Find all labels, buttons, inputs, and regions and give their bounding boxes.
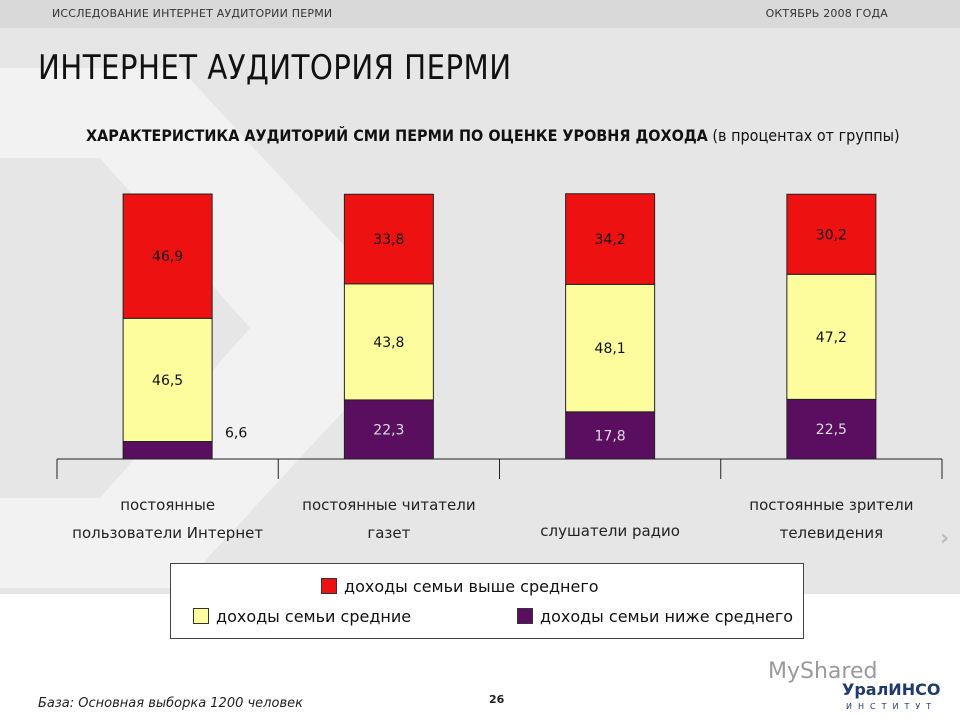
- category-label: слушатели радио: [540, 522, 680, 540]
- subtitle-bold: ХАРАКТЕРИСТИКА АУДИТОРИЙ СМИ ПЕРМИ ПО ОЦ…: [86, 126, 708, 145]
- bar-high: [786, 193, 877, 275]
- legend-item-high: доходы семьи выше среднего: [321, 577, 599, 596]
- bar-mid: [565, 283, 656, 413]
- brand-logo: УралИНСО: [842, 680, 941, 699]
- chart-subtitle: ХАРАКТЕРИСТИКА АУДИТОРИЙ СМИ ПЕРМИ ПО ОЦ…: [86, 126, 900, 145]
- data-label-low: 22,3: [373, 422, 404, 438]
- data-label-high: 34,2: [595, 232, 626, 248]
- legend-item-mid: доходы семьи средние: [193, 607, 411, 626]
- data-label-low: 17,8: [595, 428, 626, 444]
- brand-logo-subtitle: ИНСТИТУТ: [846, 702, 938, 711]
- data-label-mid: 46,5: [152, 373, 183, 389]
- category-label: постоянные: [120, 496, 215, 514]
- bar-high: [565, 193, 656, 285]
- category-label: постоянные зрители: [749, 496, 913, 514]
- next-arrow-icon: ›: [940, 526, 950, 551]
- category-label: постоянные читатели: [302, 496, 475, 514]
- subtitle-rest: (в процентах от группы): [707, 126, 900, 145]
- category-label: газет: [367, 524, 410, 542]
- footer-sample-base: База: Основная выборка 1200 человек: [38, 696, 303, 711]
- legend-swatch-high: [321, 578, 337, 594]
- legend-label-mid: доходы семьи средние: [216, 607, 412, 626]
- legend-swatch-mid: [193, 608, 209, 624]
- bar-mid: [343, 283, 434, 401]
- page-number: 26: [489, 693, 505, 706]
- legend-label-high: доходы семьи выше среднего: [344, 577, 599, 596]
- data-label-mid: 47,2: [816, 330, 847, 346]
- page-title: ИНТЕРНЕТ АУДИТОРИЯ ПЕРМИ: [38, 48, 512, 88]
- bar-high: [122, 193, 213, 319]
- decorative-chevron: [0, 68, 420, 588]
- data-label-low: 22,5: [816, 422, 847, 438]
- stacked-bar-chart: 6,6 46,5 46,9 постоянные пользователи Интерн…: [56, 193, 943, 542]
- legend-item-low: доходы семьи ниже среднего: [517, 607, 793, 626]
- category-label: пользователи Интернет: [72, 524, 263, 542]
- watermark-logo: MyShared: [768, 659, 878, 684]
- data-label-high: 33,8: [373, 232, 404, 248]
- bar-high: [343, 193, 434, 285]
- data-label-low: 6,6: [225, 426, 247, 442]
- data-label-mid: 48,1: [595, 341, 626, 357]
- header-date: ОКТЯБРЬ 2008 ГОДА: [765, 7, 888, 20]
- bar-low: [565, 411, 656, 460]
- data-label-mid: 43,8: [373, 335, 404, 351]
- data-label-high: 30,2: [816, 227, 847, 243]
- legend-swatch-low: [517, 608, 533, 624]
- category-label: телевидения: [780, 524, 884, 542]
- bar-mid: [122, 317, 213, 443]
- header-study-title: ИССЛЕДОВАНИЕ ИНТЕРНЕТ АУДИТОРИИ ПЕРМИ: [52, 7, 333, 20]
- legend: доходы семьи выше среднего доходы семьи …: [170, 563, 804, 639]
- header-bar: ИССЛЕДОВАНИЕ ИНТЕРНЕТ АУДИТОРИИ ПЕРМИ ОК…: [0, 0, 960, 28]
- data-label-high: 46,9: [152, 249, 183, 265]
- bar-low: [122, 441, 213, 460]
- legend-label-low: доходы семьи ниже среднего: [540, 607, 794, 626]
